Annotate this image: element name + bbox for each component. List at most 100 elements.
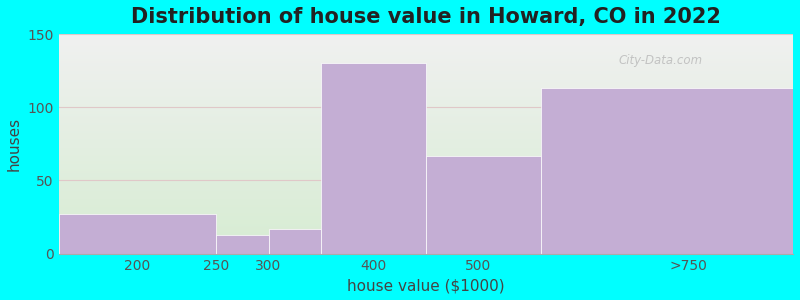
Bar <box>58 178 793 179</box>
Bar <box>58 197 793 198</box>
Bar <box>58 174 793 175</box>
Bar <box>58 236 793 237</box>
Bar <box>58 207 793 208</box>
Bar <box>58 115 793 116</box>
Bar <box>58 58 793 59</box>
Bar <box>58 106 793 107</box>
Y-axis label: houses: houses <box>7 117 22 171</box>
Bar <box>58 141 793 142</box>
Bar <box>58 49 793 50</box>
Bar <box>58 204 793 205</box>
Bar <box>58 110 793 111</box>
Bar <box>58 161 793 162</box>
Bar <box>58 224 793 225</box>
Bar <box>58 195 793 196</box>
Bar <box>58 80 793 81</box>
Bar <box>58 225 793 226</box>
Bar <box>58 37 793 38</box>
Bar <box>58 248 793 249</box>
Bar <box>58 62 793 63</box>
Bar <box>58 91 793 92</box>
Bar <box>58 214 793 215</box>
Bar <box>58 237 793 238</box>
Bar <box>58 92 793 93</box>
Bar <box>58 72 793 73</box>
Bar <box>58 140 793 141</box>
Bar <box>58 151 793 152</box>
Bar <box>58 65 793 66</box>
Bar <box>58 109 793 110</box>
Bar <box>58 63 793 64</box>
Bar <box>58 47 793 48</box>
Bar <box>58 171 793 172</box>
Bar <box>58 133 793 134</box>
Bar <box>58 101 793 102</box>
Bar <box>58 71 793 72</box>
Bar <box>58 164 793 165</box>
Bar <box>58 60 793 61</box>
Bar <box>58 81 793 82</box>
Bar <box>58 229 793 230</box>
Bar <box>58 94 793 95</box>
Bar <box>58 153 793 154</box>
Bar <box>58 169 793 170</box>
Bar <box>58 233 793 234</box>
Bar <box>58 194 793 195</box>
Bar <box>58 46 793 47</box>
Bar <box>58 100 793 101</box>
Bar <box>58 252 793 253</box>
Bar <box>58 95 793 96</box>
Bar <box>58 39 793 40</box>
Bar <box>58 132 793 133</box>
Bar <box>58 122 793 123</box>
Bar <box>58 121 793 122</box>
Bar <box>58 118 793 119</box>
Bar <box>58 117 793 118</box>
Bar <box>58 44 793 45</box>
Bar <box>58 188 793 189</box>
Bar <box>58 193 793 194</box>
Bar <box>58 116 793 117</box>
Bar <box>58 250 793 251</box>
Bar <box>58 159 793 160</box>
Bar <box>58 156 793 157</box>
Bar <box>58 69 793 70</box>
Bar <box>58 103 793 104</box>
Bar <box>58 82 793 83</box>
Bar <box>58 189 793 190</box>
Bar <box>269 229 321 254</box>
Bar <box>58 191 793 192</box>
Bar <box>58 216 793 217</box>
Bar <box>58 158 793 159</box>
Bar <box>58 180 793 181</box>
Bar <box>58 154 793 155</box>
Bar <box>58 74 793 75</box>
Bar <box>58 40 793 41</box>
Bar <box>58 76 793 77</box>
Bar <box>58 200 793 201</box>
Bar <box>58 192 793 193</box>
Bar <box>58 111 793 112</box>
Bar <box>58 144 793 145</box>
Bar <box>58 245 793 246</box>
Bar <box>58 203 793 204</box>
Bar <box>58 246 793 247</box>
Bar <box>58 201 793 202</box>
Bar <box>58 114 793 115</box>
Bar <box>58 48 793 49</box>
Bar <box>58 125 793 126</box>
Bar <box>58 187 793 188</box>
Bar <box>58 179 793 180</box>
Bar <box>58 152 793 153</box>
Bar <box>58 251 793 252</box>
Bar <box>58 136 793 137</box>
Bar <box>58 239 793 240</box>
Bar <box>58 105 793 106</box>
Bar <box>58 147 793 148</box>
Bar <box>58 53 793 54</box>
Bar <box>58 40 793 41</box>
Bar <box>58 243 793 244</box>
Bar <box>58 206 793 207</box>
Bar <box>58 145 793 146</box>
Bar <box>58 247 793 248</box>
